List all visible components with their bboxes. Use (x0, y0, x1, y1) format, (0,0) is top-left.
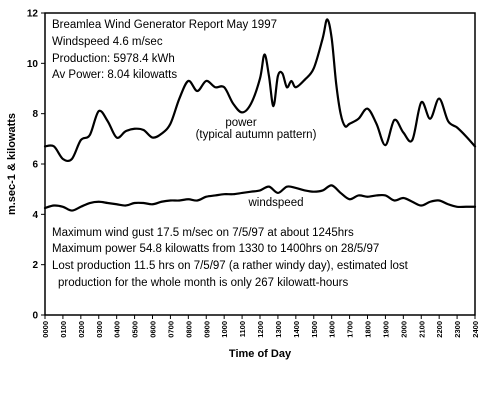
production-summary: Production: 5978.4 kWh (52, 53, 175, 65)
x-tick-label: 0000 (41, 321, 50, 338)
x-tick-label: 2100 (417, 321, 426, 338)
x-tick-label: 2200 (435, 321, 444, 338)
lost-production-note-2: production for the whole month is only 2… (58, 277, 348, 289)
x-tick-label: 1000 (220, 321, 229, 338)
max-power-note: Maximum power 54.8 kilowatts from 1330 t… (52, 243, 379, 255)
x-tick-label: 1300 (274, 321, 283, 338)
x-tick-label: 1100 (238, 321, 247, 337)
max-gust-note: Maximum wind gust 17.5 m/sec on 7/5/97 a… (52, 227, 354, 239)
x-tick-label: 0900 (202, 321, 211, 338)
series-layer (43, 18, 477, 212)
av-power-summary: Av Power: 8.04 kilowatts (52, 69, 177, 81)
x-tick-label: 2400 (471, 321, 480, 338)
x-tick-label: 1900 (381, 321, 390, 338)
plot-area (44, 12, 476, 316)
windspeed-series-label: windspeed (248, 197, 304, 209)
x-tick-label: 1200 (256, 321, 265, 338)
y-tick-label: 2 (32, 260, 38, 271)
y-tick-label: 6 (32, 160, 38, 171)
y-tick-label: 12 (27, 9, 39, 20)
x-tick-label: 1600 (328, 321, 337, 338)
power-series-line (43, 18, 477, 163)
x-tick-label: 0200 (77, 321, 86, 338)
lost-production-note-1: Lost production 11.5 hrs on 7/5/97 (a ra… (52, 260, 409, 272)
x-tick-label: 0400 (113, 321, 122, 338)
x-tick-label: 1500 (310, 321, 319, 338)
y-tick-label: 0 (32, 311, 38, 322)
y-tick-label: 8 (32, 109, 38, 120)
y-axis-title: m.sec-1 & kilowatts (6, 113, 18, 215)
windspeed-summary: Windspeed 4.6 m/sec (52, 36, 163, 48)
power-series-label: power (225, 117, 256, 129)
x-tick-label: 0100 (59, 321, 68, 338)
x-tick-label: 0700 (166, 321, 175, 338)
x-tick-label: 1700 (346, 321, 355, 338)
windspeed-series-line (43, 184, 477, 212)
x-axis-title: Time of Day (229, 348, 292, 360)
report-title: Breamlea Wind Generator Report May 1997 (52, 19, 277, 31)
x-tick-label: 2300 (453, 321, 462, 338)
x-tick-label: 1400 (292, 321, 301, 338)
power-series-sublabel: (typical autumn pattern) (196, 129, 317, 141)
x-tick-label: 2000 (399, 321, 408, 338)
y-axis: 0 2 4 6 8 10 12 (27, 9, 45, 322)
x-tick-label: 0500 (131, 321, 140, 338)
x-tick-label: 0800 (184, 321, 193, 338)
y-tick-label: 10 (27, 59, 39, 70)
x-tick-label: 0300 (95, 321, 104, 338)
x-tick-label: 0600 (149, 321, 158, 338)
x-tick-label: 1800 (364, 321, 373, 338)
x-axis: 0000 0100 0200 0300 0400 0500 0600 0700 0800 0900… (41, 315, 480, 338)
y-tick-label: 4 (32, 210, 38, 221)
